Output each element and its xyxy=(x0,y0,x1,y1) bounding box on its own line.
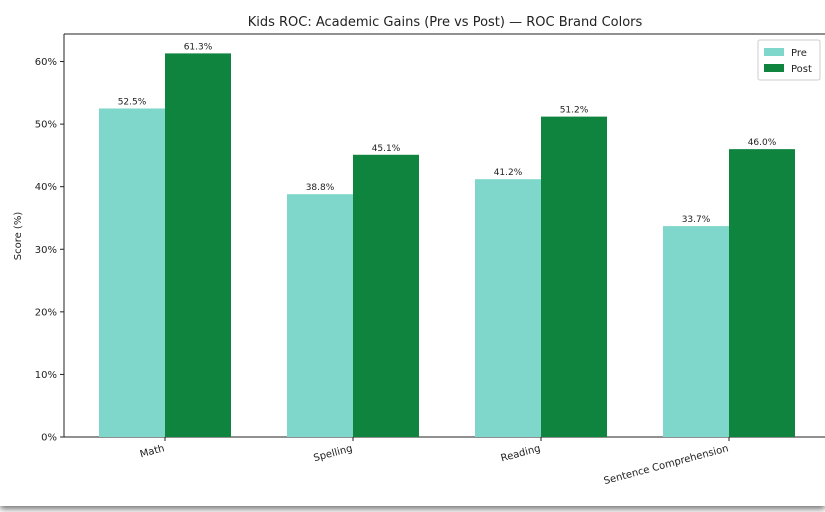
bar-value-label: 38.8% xyxy=(306,183,335,193)
bar-post-math xyxy=(165,53,231,437)
bar-value-label: 51.2% xyxy=(560,106,589,116)
bar-value-label: 52.5% xyxy=(118,97,147,107)
chart-title: Kids ROC: Academic Gains (Pre vs Post) —… xyxy=(248,15,643,30)
y-tick-label: 40% xyxy=(35,182,57,193)
legend-label-post: Post xyxy=(791,64,812,75)
bar-pre-reading xyxy=(475,179,541,438)
y-tick-label: 50% xyxy=(35,120,57,131)
bar-value-label: 33.7% xyxy=(682,215,711,225)
x-tick-label: Reading xyxy=(500,443,542,464)
y-tick-label: 20% xyxy=(35,307,57,318)
y-tick-label: 0% xyxy=(41,433,57,444)
x-tick-label: Sentence Comprehension xyxy=(603,443,730,487)
y-tick-label: 60% xyxy=(35,57,57,68)
legend-swatch-pre xyxy=(764,48,784,56)
bar-post-spelling xyxy=(353,154,419,437)
legend: Pre Post xyxy=(757,39,821,81)
y-tick-label: 10% xyxy=(35,370,57,381)
bar-post-reading xyxy=(541,116,607,438)
legend-label-pre: Pre xyxy=(791,48,807,59)
x-tick-label: Spelling xyxy=(312,443,353,464)
bar-value-label: 41.2% xyxy=(494,168,523,178)
bar-post-sentence-comprehension xyxy=(729,149,795,437)
y-axis-title: Score (%) xyxy=(13,212,24,261)
bar-pre-sentence-comprehension xyxy=(663,226,729,437)
legend-swatch-post xyxy=(764,64,784,72)
bar-value-label: 45.1% xyxy=(372,144,401,154)
bar-pre-spelling xyxy=(287,194,353,437)
y-tick-label: 30% xyxy=(35,245,57,256)
x-tick-label: Math xyxy=(139,443,166,460)
bar-value-label: 61.3% xyxy=(184,42,213,52)
bar-pre-math xyxy=(99,108,165,437)
bar-value-label: 46.0% xyxy=(748,138,777,148)
plot-area: 0% 10% 20% 30% 40% 50% 60% 52.5% 61.3% Math 38.8% 4… xyxy=(35,33,825,487)
